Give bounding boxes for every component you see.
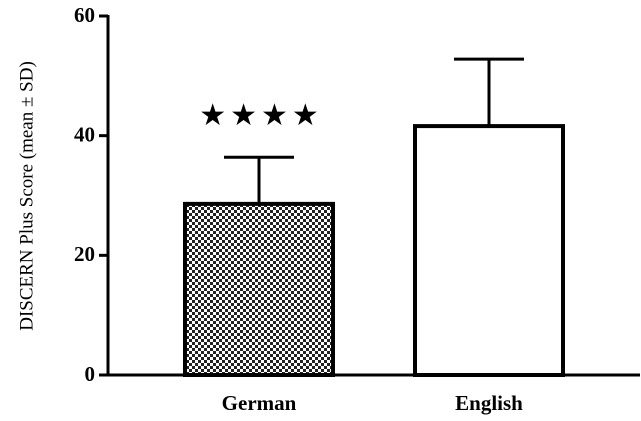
y-axis-label: DISCERN Plus Score (mean ± SD) <box>16 61 37 331</box>
x-tick-label: German <box>222 391 297 415</box>
y-tick-label: 20 <box>74 242 95 266</box>
annotation: ★★★★ <box>199 99 323 132</box>
y-tick-label: 60 <box>74 3 95 27</box>
x-tick-label: English <box>455 391 523 415</box>
y-tick-label: 40 <box>74 122 95 146</box>
y-tick-label: 0 <box>85 362 96 386</box>
bar <box>413 124 565 377</box>
bar <box>183 201 335 377</box>
